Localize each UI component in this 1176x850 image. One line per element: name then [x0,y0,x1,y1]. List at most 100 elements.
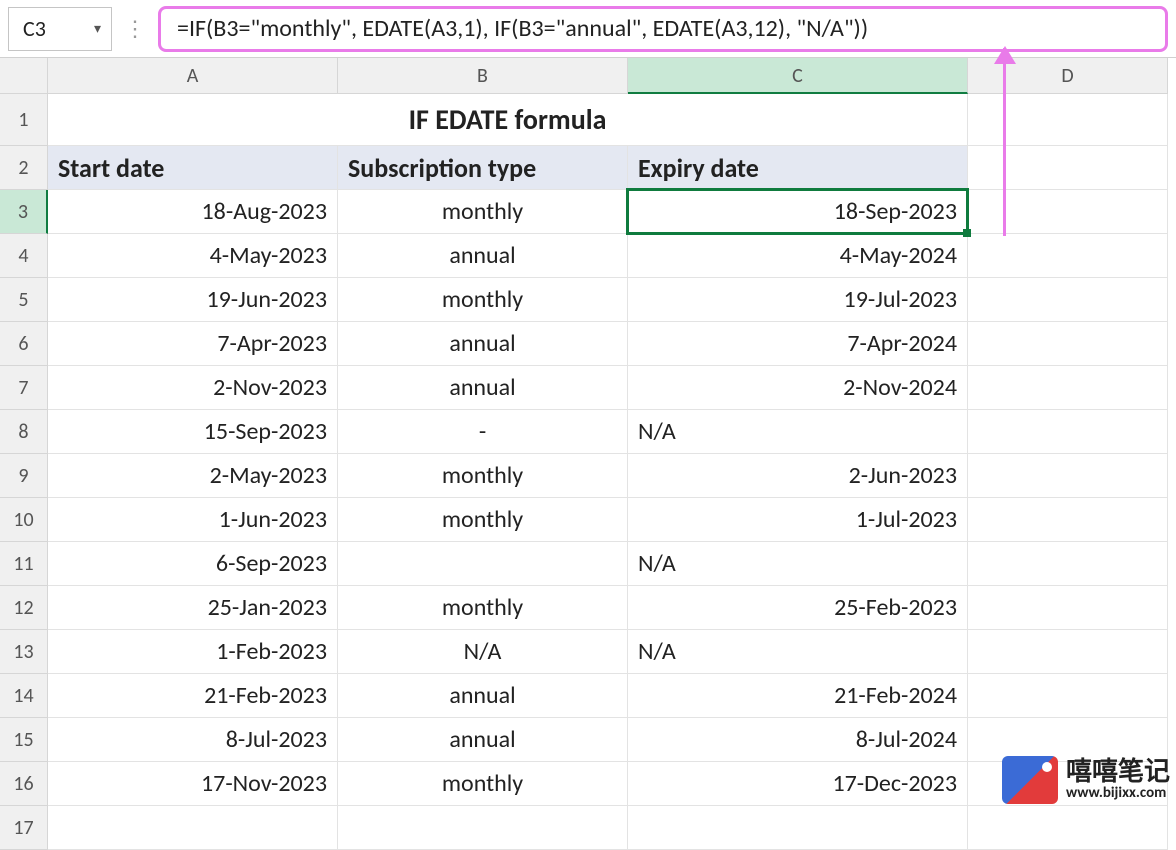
chevron-down-icon: ▾ [94,20,101,37]
cell-D4[interactable] [968,234,1168,278]
cell-A11[interactable]: 6-Sep-2023 [48,542,338,586]
row-header-3[interactable]: 3 [0,190,48,234]
cell-D7[interactable] [968,366,1168,410]
watermark-text: 嘻嘻笔记 www.bijixx.com [1066,758,1170,801]
cell-D14[interactable] [968,674,1168,718]
select-all-corner[interactable] [0,58,48,94]
row-header-2[interactable]: 2 [0,146,48,190]
cell-C8[interactable]: N/A [628,410,968,454]
watermark: 嘻嘻笔记 www.bijixx.com [1002,756,1170,804]
cell-C4[interactable]: 4-May-2024 [628,234,968,278]
name-box[interactable]: C3 ▾ [8,7,112,51]
cell-A8[interactable]: 15-Sep-2023 [48,410,338,454]
row-header-10[interactable]: 10 [0,498,48,542]
cell-C16[interactable]: 17-Dec-2023 [628,762,968,806]
cell-A17[interactable] [48,806,338,850]
row-header-1[interactable]: 1 [0,94,48,146]
cell-A9[interactable]: 2-May-2023 [48,454,338,498]
cell-C3-value: 18-Sep-2023 [834,197,957,226]
watermark-logo-icon [1002,756,1058,804]
formula-separator-icon: ⋮ [120,15,150,42]
cell-D17[interactable] [968,806,1168,850]
row-header-6[interactable]: 6 [0,322,48,366]
cell-B14[interactable]: annual [338,674,628,718]
header-expiry-date[interactable]: Expiry date [628,146,968,190]
cell-C9[interactable]: 2-Jun-2023 [628,454,968,498]
formula-input-highlight: =IF(B3="monthly", EDATE(A3,1), IF(B3="an… [158,6,1168,52]
cell-B15[interactable]: annual [338,718,628,762]
cell-B3[interactable]: monthly [338,190,628,234]
cell-C14[interactable]: 21-Feb-2024 [628,674,968,718]
cell-B7[interactable]: annual [338,366,628,410]
cell-C11[interactable]: N/A [628,542,968,586]
cell-A15[interactable]: 8-Jul-2023 [48,718,338,762]
row-header-17[interactable]: 17 [0,806,48,850]
cell-B11[interactable] [338,542,628,586]
cell-A7[interactable]: 2-Nov-2023 [48,366,338,410]
cell-B5[interactable]: monthly [338,278,628,322]
cell-A13[interactable]: 1-Feb-2023 [48,630,338,674]
row-header-13[interactable]: 13 [0,630,48,674]
cell-C15[interactable]: 8-Jul-2024 [628,718,968,762]
cell-C5[interactable]: 19-Jul-2023 [628,278,968,322]
row-header-9[interactable]: 9 [0,454,48,498]
cell-B9[interactable]: monthly [338,454,628,498]
header-subscription-type[interactable]: Subscription type [338,146,628,190]
cell-D11[interactable] [968,542,1168,586]
watermark-cn: 嘻嘻笔记 [1066,758,1170,785]
cell-C12[interactable]: 25-Feb-2023 [628,586,968,630]
cell-A3[interactable]: 18-Aug-2023 [48,190,338,234]
cell-A14[interactable]: 21-Feb-2023 [48,674,338,718]
cell-A6[interactable]: 7-Apr-2023 [48,322,338,366]
cell-A16[interactable]: 17-Nov-2023 [48,762,338,806]
row-header-4[interactable]: 4 [0,234,48,278]
col-header-A[interactable]: A [48,58,338,94]
cell-D13[interactable] [968,630,1168,674]
cell-B13[interactable]: N/A [338,630,628,674]
cell-D9[interactable] [968,454,1168,498]
formula-bar: C3 ▾ ⋮ =IF(B3="monthly", EDATE(A3,1), IF… [0,0,1176,58]
cell-D8[interactable] [968,410,1168,454]
cell-D3[interactable] [968,190,1168,234]
col-header-D[interactable]: D [968,58,1168,94]
row-header-12[interactable]: 12 [0,586,48,630]
cell-A4[interactable]: 4-May-2023 [48,234,338,278]
row-header-7[interactable]: 7 [0,366,48,410]
row-header-5[interactable]: 5 [0,278,48,322]
cell-D12[interactable] [968,586,1168,630]
row-header-14[interactable]: 14 [0,674,48,718]
cell-A5[interactable]: 19-Jun-2023 [48,278,338,322]
cell-D6[interactable] [968,322,1168,366]
cell-B16[interactable]: monthly [338,762,628,806]
title-cell[interactable]: IF EDATE formula [48,94,968,146]
cell-C3[interactable]: 18-Sep-2023 [628,190,968,234]
col-header-C[interactable]: C [628,58,968,94]
row-header-8[interactable]: 8 [0,410,48,454]
cell-B4[interactable]: annual [338,234,628,278]
cell-D2[interactable] [968,146,1168,190]
cell-C7[interactable]: 2-Nov-2024 [628,366,968,410]
cell-C10[interactable]: 1-Jul-2023 [628,498,968,542]
fill-handle[interactable] [963,229,971,237]
row-header-15[interactable]: 15 [0,718,48,762]
cell-B10[interactable]: monthly [338,498,628,542]
cell-B12[interactable]: monthly [338,586,628,630]
cell-C6[interactable]: 7-Apr-2024 [628,322,968,366]
watermark-url: www.bijixx.com [1066,786,1170,802]
formula-input[interactable]: =IF(B3="monthly", EDATE(A3,1), IF(B3="an… [177,14,868,43]
cell-C13[interactable]: N/A [628,630,968,674]
col-header-B[interactable]: B [338,58,628,94]
header-start-date[interactable]: Start date [48,146,338,190]
row-header-16[interactable]: 16 [0,762,48,806]
cell-C17[interactable] [628,806,968,850]
cell-A10[interactable]: 1-Jun-2023 [48,498,338,542]
spreadsheet-grid: A B C D 1 IF EDATE formula 2 Start date … [0,58,1176,850]
cell-D10[interactable] [968,498,1168,542]
cell-B8[interactable]: - [338,410,628,454]
row-header-11[interactable]: 11 [0,542,48,586]
cell-B6[interactable]: annual [338,322,628,366]
cell-D1[interactable] [968,94,1168,146]
cell-A12[interactable]: 25-Jan-2023 [48,586,338,630]
cell-D5[interactable] [968,278,1168,322]
cell-B17[interactable] [338,806,628,850]
